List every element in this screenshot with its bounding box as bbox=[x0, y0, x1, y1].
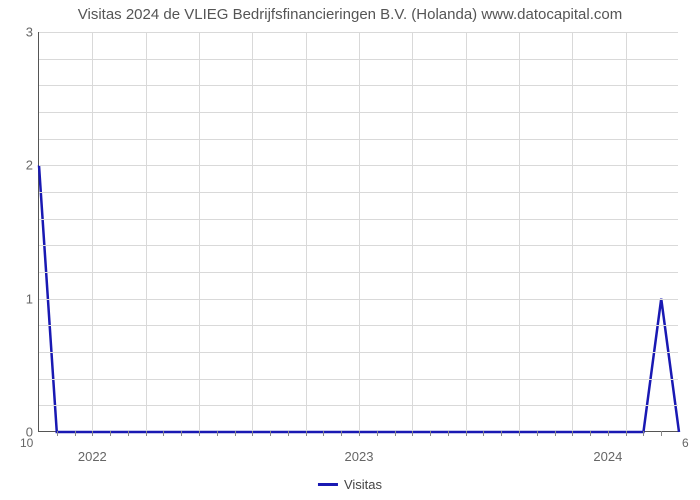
x-minor-tick bbox=[448, 431, 449, 436]
corner-label-bottom-right: 6 bbox=[682, 436, 689, 450]
x-minor-tick bbox=[626, 431, 627, 436]
x-minor-tick bbox=[270, 431, 271, 436]
chart-title: Visitas 2024 de VLIEG Bedrijfsfinancieri… bbox=[0, 6, 700, 23]
x-minor-tick bbox=[555, 431, 556, 436]
x-minor-tick bbox=[430, 431, 431, 436]
gridline-v bbox=[626, 32, 627, 431]
y-tick-label: 3 bbox=[26, 25, 39, 40]
plot-area: 0123202220232024 bbox=[38, 32, 678, 432]
x-minor-tick bbox=[306, 431, 307, 436]
x-minor-tick bbox=[110, 431, 111, 436]
gridline-v bbox=[359, 32, 360, 431]
x-minor-tick bbox=[643, 431, 644, 436]
x-minor-tick bbox=[217, 431, 218, 436]
x-tick-label: 2023 bbox=[345, 431, 374, 464]
gridline-v bbox=[306, 32, 307, 431]
corner-label-bottom-left: 10 bbox=[20, 436, 33, 450]
x-minor-tick bbox=[323, 431, 324, 436]
x-minor-tick bbox=[252, 431, 253, 436]
x-minor-tick bbox=[483, 431, 484, 436]
x-minor-tick bbox=[128, 431, 129, 436]
x-minor-tick bbox=[288, 431, 289, 436]
x-minor-tick bbox=[412, 431, 413, 436]
legend-swatch bbox=[318, 483, 338, 486]
x-minor-tick bbox=[75, 431, 76, 436]
line-chart: Visitas 2024 de VLIEG Bedrijfsfinancieri… bbox=[0, 0, 700, 500]
gridline-v bbox=[146, 32, 147, 431]
gridline-v bbox=[466, 32, 467, 431]
gridline-v bbox=[92, 32, 93, 431]
legend-label: Visitas bbox=[344, 477, 382, 492]
x-minor-tick bbox=[501, 431, 502, 436]
gridline-v bbox=[412, 32, 413, 431]
x-tick-label: 2022 bbox=[78, 431, 107, 464]
x-tick-label: 2024 bbox=[593, 431, 622, 464]
x-minor-tick bbox=[163, 431, 164, 436]
x-minor-tick bbox=[466, 431, 467, 436]
x-minor-tick bbox=[199, 431, 200, 436]
gridline-v bbox=[519, 32, 520, 431]
x-minor-tick bbox=[537, 431, 538, 436]
x-minor-tick bbox=[181, 431, 182, 436]
x-minor-tick bbox=[395, 431, 396, 436]
gridline-v bbox=[199, 32, 200, 431]
x-minor-tick bbox=[519, 431, 520, 436]
x-minor-tick bbox=[661, 431, 662, 436]
x-minor-tick bbox=[590, 431, 591, 436]
gridline-v bbox=[252, 32, 253, 431]
x-minor-tick bbox=[572, 431, 573, 436]
x-minor-tick bbox=[57, 431, 58, 436]
x-minor-tick bbox=[341, 431, 342, 436]
x-minor-tick bbox=[235, 431, 236, 436]
x-minor-tick bbox=[377, 431, 378, 436]
legend: Visitas bbox=[318, 477, 382, 492]
y-tick-label: 2 bbox=[26, 158, 39, 173]
y-tick-label: 1 bbox=[26, 291, 39, 306]
gridline-v bbox=[572, 32, 573, 431]
x-minor-tick bbox=[146, 431, 147, 436]
